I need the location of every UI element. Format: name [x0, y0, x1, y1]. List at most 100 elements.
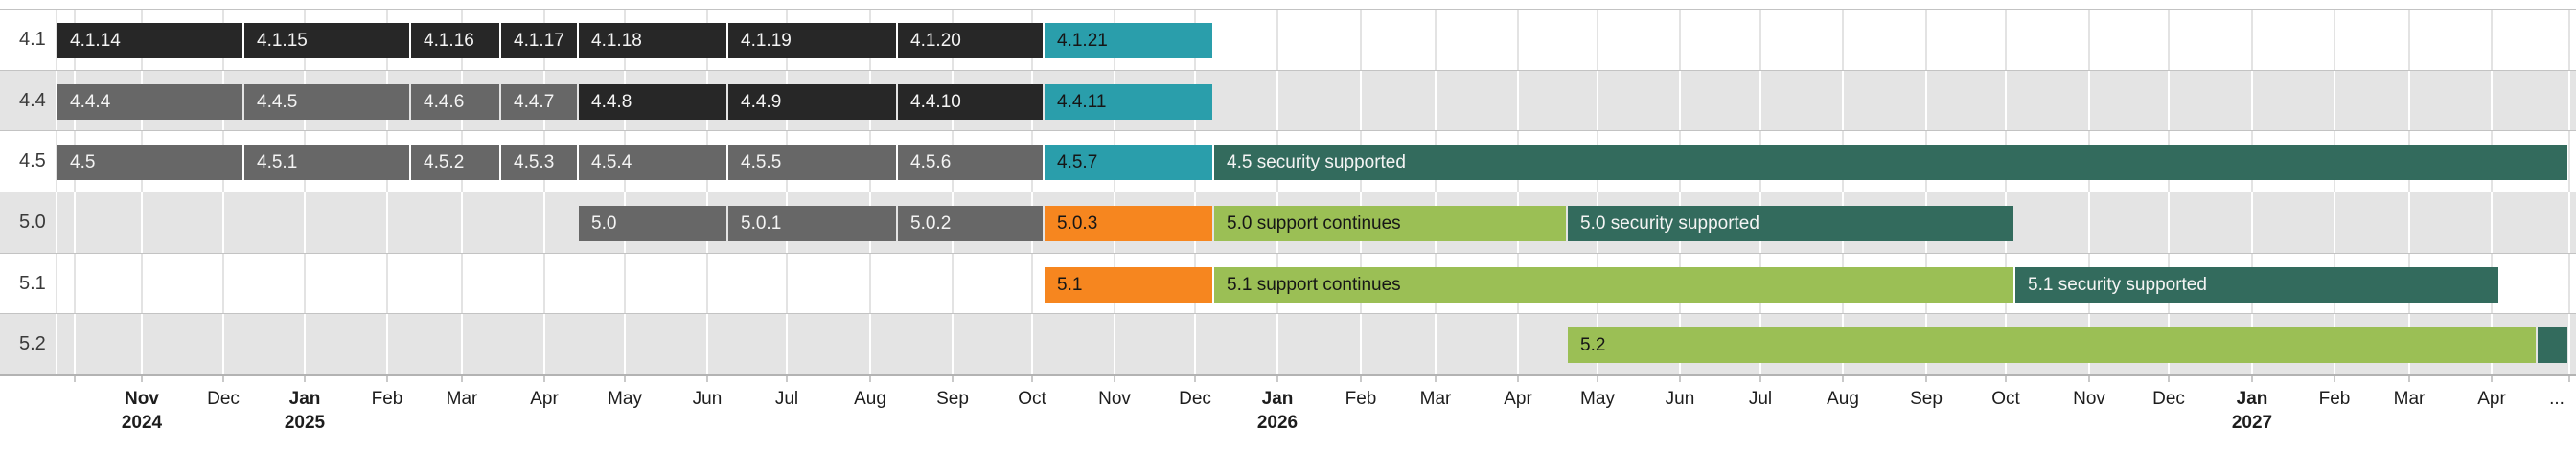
month-gridline: [2168, 10, 2170, 70]
gantt-segment-continuation: [2538, 327, 2567, 363]
month-gridline: [2334, 192, 2335, 253]
month-gridline: [2568, 10, 2570, 70]
month-gridline: [1517, 314, 1519, 374]
gantt-segment-4.5.4: 4.5.4: [579, 145, 726, 180]
month-gridline: [624, 314, 626, 374]
axis-month-label: Feb: [371, 389, 403, 409]
month-gridline: [2251, 10, 2253, 70]
axis-tick: [461, 376, 463, 382]
axis-month-label: Aug: [854, 389, 886, 409]
axis-month-Dec: Dec: [1179, 387, 1211, 411]
axis-tick: [1435, 376, 1437, 382]
axis-month-label: Jan: [1261, 389, 1294, 409]
axis-tick: [74, 376, 76, 382]
axis-month-Mar: Mar: [1420, 387, 1452, 411]
month-gridline: [1760, 71, 1761, 130]
month-gridline: [1760, 10, 1761, 70]
axis-month-label: Dec: [1179, 389, 1211, 409]
month-gridline: [2568, 254, 2570, 313]
axis-month-label: ...: [2549, 389, 2564, 409]
axis-tick: [386, 376, 388, 382]
axis-month-label: Jul: [774, 389, 799, 409]
gantt-segment-4.4.9: 4.4.9: [728, 84, 896, 120]
gantt-segment-5.1: 5.1: [1045, 267, 1212, 303]
gantt-segment-5.0 support continues: 5.0 support continues: [1214, 206, 1566, 241]
axis-month-label: May: [1580, 389, 1615, 409]
axis-month-Feb: Feb: [2319, 387, 2351, 411]
axis-month-Apr: Apr: [1504, 387, 1532, 411]
axis-month-label: Nov: [125, 389, 159, 409]
month-gridline: [2568, 192, 2570, 253]
gantt-segment-4.1.21: 4.1.21: [1045, 23, 1212, 58]
month-gridline: [1925, 71, 1927, 130]
axis-month-Jan-2027: Jan 2027: [2232, 387, 2272, 435]
gantt-segment-4.4.11: 4.4.11: [1045, 84, 1212, 120]
axis-month-label: Sep: [936, 389, 969, 409]
month-gridline: [56, 131, 58, 192]
month-gridline: [141, 314, 143, 374]
row-label-4.5: 4.5: [19, 150, 46, 171]
month-gridline: [2088, 71, 2090, 130]
axis-year-label: 2025: [284, 413, 326, 433]
month-gridline: [1679, 10, 1681, 70]
month-gridline: [461, 254, 463, 313]
month-gridline: [1597, 71, 1598, 130]
axis-month-label: Dec: [207, 389, 240, 409]
axis-tick: [2088, 376, 2090, 382]
axis-month-Aug: Aug: [1827, 387, 1859, 411]
gantt-segment-4.5.7: 4.5.7: [1045, 145, 1212, 180]
axis-month-Nov: Nov: [1098, 387, 1131, 411]
axis-month-label: Dec: [2152, 389, 2185, 409]
month-gridline: [1597, 10, 1598, 70]
row-label-5.0: 5.0: [19, 212, 46, 233]
row-label-5.2: 5.2: [19, 333, 46, 354]
axis-month-Jun: Jun: [693, 387, 723, 411]
month-gridline: [1435, 314, 1437, 374]
month-gridline: [1194, 314, 1196, 374]
gantt-segment-4.4.4: 4.4.4: [58, 84, 242, 120]
axis-month-Jun: Jun: [1666, 387, 1695, 411]
month-gridline: [461, 314, 463, 374]
month-gridline: [1276, 10, 1278, 70]
month-gridline: [624, 254, 626, 313]
gantt-segment-4.1.15: 4.1.15: [244, 23, 409, 58]
axis-tick: [2408, 376, 2410, 382]
gantt-segment-4.1.19: 4.1.19: [728, 23, 896, 58]
axis-tick: [2491, 376, 2493, 382]
gantt-segment-4.5.1: 4.5.1: [244, 145, 409, 180]
axis-month-label: Mar: [2393, 389, 2426, 409]
month-gridline: [1842, 71, 1844, 130]
month-gridline: [141, 192, 143, 253]
month-gridline: [2491, 192, 2493, 253]
axis-tick: [1114, 376, 1116, 382]
month-gridline: [543, 254, 545, 313]
gantt-segment-5.1 support continues: 5.1 support continues: [1214, 267, 2013, 303]
month-gridline: [304, 314, 306, 374]
row-label-5.1: 5.1: [19, 273, 46, 294]
axis-tick: [543, 376, 545, 382]
axis-month-...: ...: [2549, 387, 2564, 411]
axis-month-label: May: [608, 389, 642, 409]
axis-tick: [952, 376, 954, 382]
month-gridline: [56, 71, 58, 130]
gantt-segment-4.5: 4.5: [58, 145, 242, 180]
month-gridline: [2408, 71, 2410, 130]
gantt-segment-4.5 security supported: 4.5 security supported: [1214, 145, 2567, 180]
month-gridline: [2491, 71, 2493, 130]
gantt-segment-4.1.16: 4.1.16: [411, 23, 499, 58]
month-gridline: [2568, 314, 2570, 374]
axis-month-Jul: Jul: [775, 387, 798, 411]
month-gridline: [56, 314, 58, 374]
gantt-segment-5.0 security supported: 5.0 security supported: [1568, 206, 2013, 241]
gantt-segment-5.0.3: 5.0.3: [1045, 206, 1212, 241]
axis-month-Nov-2024: Nov 2024: [122, 387, 162, 435]
axis-tick: [1760, 376, 1761, 382]
gantt-segment-4.5.5: 4.5.5: [728, 145, 896, 180]
month-gridline: [386, 314, 388, 374]
axis-tick: [624, 376, 626, 382]
axis-month-label: Mar: [446, 389, 478, 409]
month-gridline: [2168, 192, 2170, 253]
axis-tick: [2005, 376, 2007, 382]
axis-month-May: May: [608, 387, 642, 411]
